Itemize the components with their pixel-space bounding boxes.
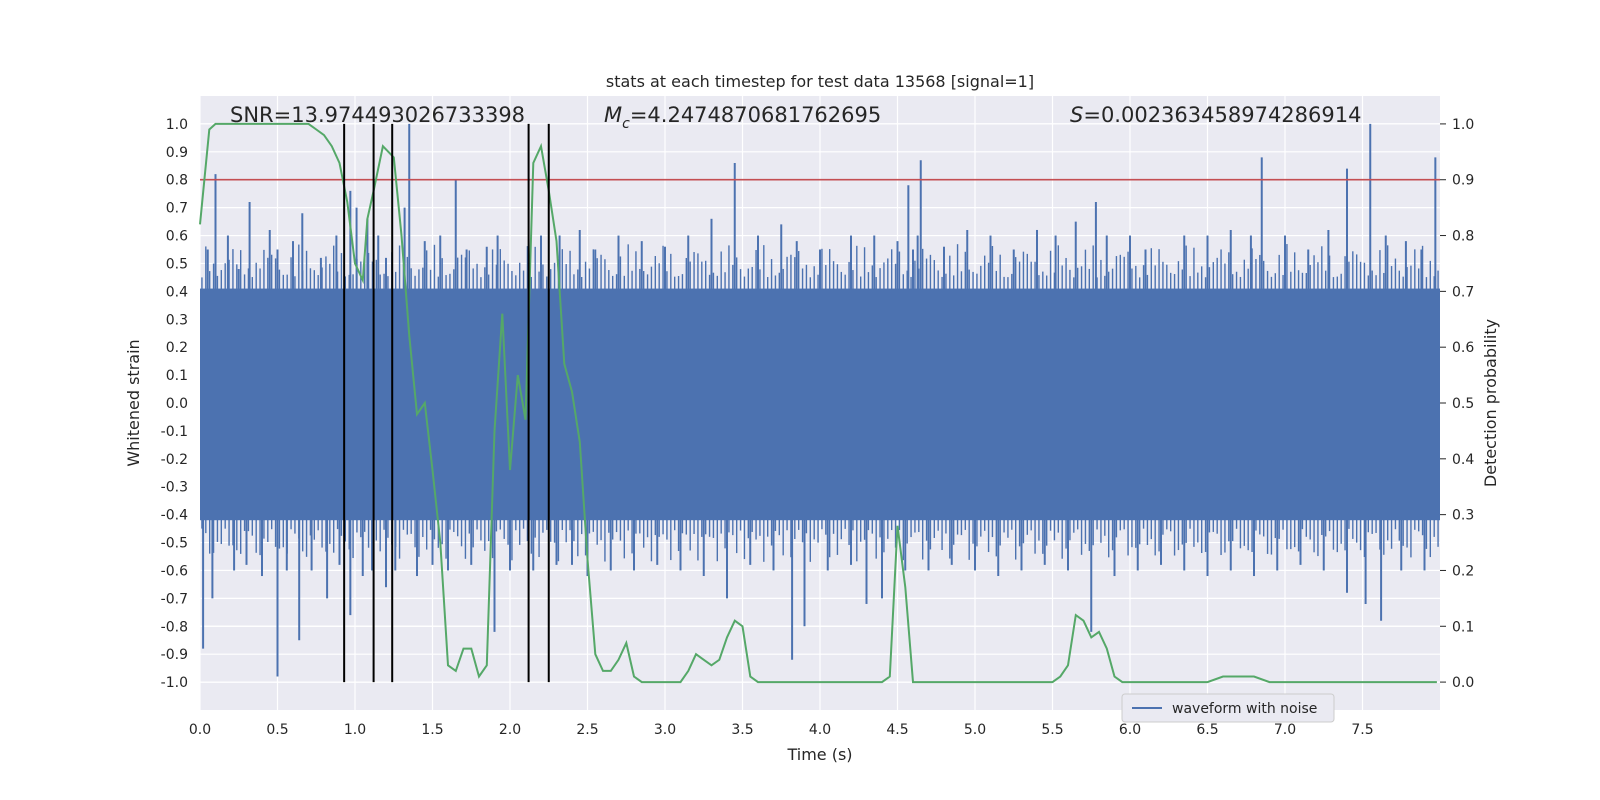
s-annotation: S=0.002363458974286914 <box>1070 103 1361 127</box>
y2-tick-label: 0.7 <box>1452 284 1474 300</box>
y2-tick-label: 0.8 <box>1452 229 1474 245</box>
y-tick-label: 0.3 <box>166 312 188 328</box>
x-tick-label: 1.5 <box>421 722 443 738</box>
y-tick-label: 0.5 <box>166 256 188 272</box>
y2-tick-label: 0.5 <box>1452 396 1474 412</box>
x-tick-label: 2.5 <box>576 722 598 738</box>
y2-tick-label: 0.6 <box>1452 340 1474 356</box>
y-axis-label: Whitened strain <box>124 339 143 466</box>
y-tick-label: 0.7 <box>166 201 188 217</box>
chirp-mass-subscript: c <box>622 116 630 132</box>
chart-title: stats at each timestep for test data 135… <box>606 72 1034 91</box>
y-tick-label: 0.4 <box>166 284 188 300</box>
x-tick-label: 4.0 <box>809 722 831 738</box>
x-tick-label: 7.5 <box>1351 722 1373 738</box>
y2-tick-label: 0.4 <box>1452 452 1474 468</box>
y2-tick-label: 0.9 <box>1452 173 1474 189</box>
waveform-noise-band <box>200 288 1440 521</box>
x-tick-label: 0.0 <box>189 722 211 738</box>
y-tick-label: -0.1 <box>161 424 188 440</box>
x-axis-label: Time (s) <box>786 745 852 764</box>
y2-tick-label: 0.1 <box>1452 619 1474 635</box>
x-tick-label: 1.0 <box>344 722 366 738</box>
chirp-mass-annotation: Mc=4.2474870681762695 <box>604 103 881 132</box>
s-symbol: S <box>1070 103 1083 127</box>
chirp-mass-symbol: M <box>604 103 622 127</box>
y2-tick-label: 0.0 <box>1452 675 1474 691</box>
y2-axis-label: Detection probability <box>1481 319 1500 487</box>
s-value: =0.002363458974286914 <box>1083 103 1361 127</box>
probability-line <box>199 122 1437 684</box>
y2-axis-ticks: 1.0 0.9 0.8 0.7 0.6 0.5 0.4 0.3 0.2 0.1 0.0 <box>1440 117 1474 691</box>
x-tick-label: 3.0 <box>654 722 676 738</box>
x-tick-label: 5.5 <box>1041 722 1063 738</box>
y-tick-label: 0.6 <box>166 229 188 245</box>
y-tick-label: -0.5 <box>161 536 188 552</box>
legend-label: waveform with noise <box>1172 701 1317 717</box>
x-tick-label: 7.0 <box>1274 722 1296 738</box>
x-tick-label: 0.5 <box>266 722 288 738</box>
y-tick-label: -0.9 <box>161 647 188 663</box>
y-tick-label: -0.2 <box>161 452 188 468</box>
y-tick-label: -1.0 <box>161 675 188 691</box>
x-tick-label: 2.0 <box>499 722 521 738</box>
x-tick-label: 6.0 <box>1119 722 1141 738</box>
y-tick-label: -0.4 <box>161 508 188 524</box>
y-tick-label: 0.9 <box>166 145 188 161</box>
x-axis-ticks: 0.0 0.5 1.0 1.5 2.0 2.5 3.0 3.5 4.0 4.5 5.0 5.5 6.0 6… <box>189 722 1374 738</box>
y2-tick-label: 0.3 <box>1452 508 1474 524</box>
y-tick-label: -0.7 <box>161 591 188 607</box>
y-tick-label: 0.1 <box>166 368 188 384</box>
snr-annotation: SNR=13.974493026733398 <box>230 103 525 127</box>
y-tick-label: -0.3 <box>161 480 188 496</box>
y-tick-label: -0.6 <box>161 563 188 579</box>
x-tick-label: 4.5 <box>886 722 908 738</box>
plot-contents <box>199 122 1440 684</box>
x-tick-label: 6.5 <box>1196 722 1218 738</box>
chirp-mass-value: =4.2474870681762695 <box>630 103 881 127</box>
x-tick-label: 3.5 <box>731 722 753 738</box>
legend: waveform with noise <box>1121 693 1335 723</box>
y-tick-label: 0.8 <box>166 173 188 189</box>
x-tick-label: 5.0 <box>964 722 986 738</box>
y-axis-ticks: 1.0 0.9 0.8 0.7 0.6 0.5 0.4 0.3 0.2 0.1 0.0 -0.1 -0.… <box>161 117 188 691</box>
y2-tick-label: 1.0 <box>1452 117 1474 133</box>
y-tick-label: 0.0 <box>166 396 188 412</box>
y-tick-label: 1.0 <box>166 117 188 133</box>
y-tick-label: 0.2 <box>166 340 188 356</box>
legend-box <box>1121 693 1335 723</box>
y2-tick-label: 0.2 <box>1452 563 1474 579</box>
y-tick-label: -0.8 <box>161 619 188 635</box>
